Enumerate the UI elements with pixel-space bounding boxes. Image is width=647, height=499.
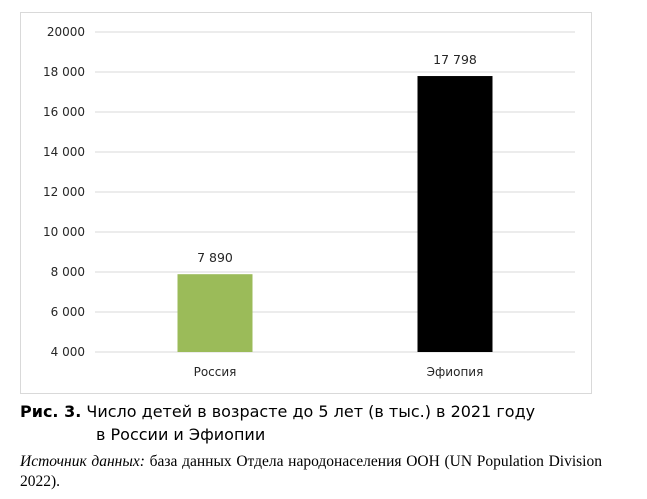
y-tick-label: 10 000: [43, 225, 85, 239]
category-label-1: Россия: [194, 365, 237, 379]
source-text: база данных Отдела народонаселения ООН (…: [20, 453, 602, 490]
caption-line-1: Число детей в возрасте до 5 лет (в тыс.)…: [86, 402, 536, 421]
chart-frame: 4 000 6 000 8 000 10 000 12 000 14 000 16 000 1…: [20, 12, 592, 394]
data-label-1: 7 890: [197, 250, 233, 265]
bar-1: [177, 274, 253, 352]
y-tick-label: 14 000: [43, 145, 85, 159]
y-axis-tick-labels: 4 000 6 000 8 000 10 000 12 000 14 000 16 000 1…: [43, 25, 85, 359]
category-label-2: Эфиопия: [427, 365, 484, 379]
figure-number: Рис. 3.: [20, 402, 82, 421]
data-labels: 7 890 17 798: [197, 52, 477, 265]
bar-chart: 4 000 6 000 8 000 10 000 12 000 14 000 16 000 1…: [43, 25, 575, 379]
y-tick-label: 20000: [47, 25, 85, 39]
gridlines: [95, 31, 575, 353]
y-tick-label: 6 000: [51, 305, 85, 319]
y-tick-label: 8 000: [51, 265, 85, 279]
y-tick-label: 12 000: [43, 185, 85, 199]
data-source-note: Источник данных: база данных Отдела наро…: [20, 452, 602, 492]
source-label: Источник данных:: [20, 453, 145, 470]
bars: [177, 76, 493, 352]
bar-2: [417, 76, 493, 352]
figure-caption: Рис. 3. Число детей в возрасте до 5 лет …: [20, 400, 620, 446]
y-tick-label: 18 000: [43, 65, 85, 79]
x-axis-category-labels: Россия Эфиопия: [194, 365, 484, 379]
y-tick-label: 16 000: [43, 105, 85, 119]
data-label-2: 17 798: [433, 52, 477, 67]
y-tick-label: 4 000: [51, 345, 85, 359]
caption-line-2: в России и Эфиопии: [96, 425, 266, 444]
